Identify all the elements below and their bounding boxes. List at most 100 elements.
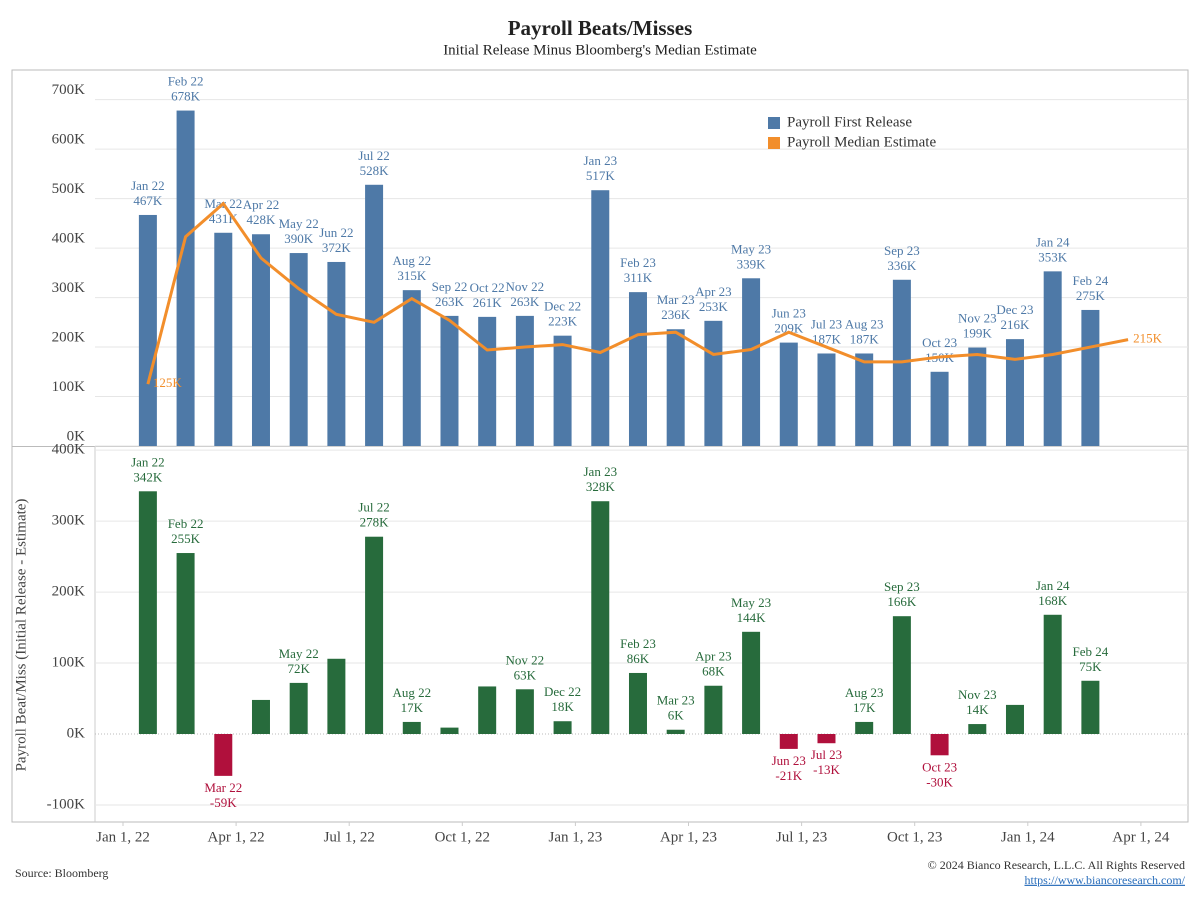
bar bbox=[365, 536, 384, 734]
y-tick-label: 200K bbox=[52, 584, 86, 600]
bar-value-label: -21K bbox=[775, 768, 802, 783]
bar-category-label: Jun 22 bbox=[319, 225, 353, 240]
bar-value-label: -59K bbox=[210, 795, 237, 810]
bar-category-label: Sep 22 bbox=[432, 279, 468, 294]
bar-category-label: Mar 23 bbox=[657, 292, 695, 307]
bar-category-label: Dec 22 bbox=[544, 299, 581, 314]
bar bbox=[553, 721, 572, 734]
bar-value-label: 216K bbox=[1001, 317, 1031, 332]
bar-value-label: 75K bbox=[1079, 659, 1102, 674]
bar-value-label: 372K bbox=[322, 240, 352, 255]
bar-value-label: 328K bbox=[586, 479, 616, 494]
bar-category-label: Nov 22 bbox=[506, 279, 545, 294]
bar-category-label: Sep 23 bbox=[884, 579, 920, 594]
bar-value-label: 223K bbox=[548, 314, 578, 329]
bar bbox=[1005, 339, 1024, 446]
legend-label: Payroll Median Estimate bbox=[787, 134, 936, 150]
x-tick-label: Jan 1, 24 bbox=[1001, 829, 1055, 845]
y-tick-label: 0K bbox=[67, 428, 86, 444]
bar-value-label: 678K bbox=[171, 89, 201, 104]
bar bbox=[176, 553, 195, 734]
y-axis-label: Payroll Beat/Miss (Initial Release - Est… bbox=[13, 499, 29, 772]
bar-value-label: 168K bbox=[1038, 593, 1068, 608]
chart-subtitle: Initial Release Minus Bloomberg's Median… bbox=[443, 42, 757, 58]
bar bbox=[214, 734, 233, 776]
bar-value-label: 278K bbox=[360, 515, 390, 530]
line bbox=[146, 201, 1129, 385]
bar bbox=[515, 315, 534, 446]
bar-category-label: Oct 23 bbox=[922, 759, 957, 774]
bar bbox=[365, 184, 384, 447]
bar-value-label: 68K bbox=[702, 664, 725, 679]
bar-category-label: Jan 24 bbox=[1036, 578, 1070, 593]
bar bbox=[402, 721, 421, 734]
bar bbox=[289, 682, 308, 734]
bar-category-label: Nov 22 bbox=[506, 652, 545, 667]
bar bbox=[553, 335, 572, 446]
bar-category-label: Jun 23 bbox=[772, 753, 806, 768]
bar-category-label: Jun 23 bbox=[772, 306, 806, 321]
bar bbox=[478, 686, 497, 734]
bar-value-label: 275K bbox=[1076, 288, 1106, 303]
bar-category-label: Mar 23 bbox=[657, 693, 695, 708]
bar bbox=[251, 234, 270, 446]
bar-value-label: 6K bbox=[668, 708, 685, 723]
bar bbox=[1081, 680, 1100, 734]
y-tick-label: 300K bbox=[52, 513, 86, 529]
bar-category-label: Feb 22 bbox=[168, 74, 204, 89]
legend-label: Payroll First Release bbox=[787, 114, 912, 130]
bar-value-label: 253K bbox=[699, 299, 729, 314]
x-tick-label: Jul 1, 23 bbox=[776, 829, 827, 845]
bar-category-label: Feb 22 bbox=[168, 516, 204, 531]
bar bbox=[1005, 704, 1024, 734]
bar-value-label: 315K bbox=[397, 268, 427, 283]
bar bbox=[892, 616, 911, 734]
bar bbox=[478, 316, 497, 446]
bar bbox=[855, 721, 874, 734]
y-tick-label: 400K bbox=[52, 231, 86, 247]
bar-value-label: 255K bbox=[171, 531, 201, 546]
bar bbox=[666, 729, 685, 734]
bar-value-label: 199K bbox=[963, 326, 993, 341]
bar-category-label: Apr 23 bbox=[695, 649, 731, 664]
bar-value-label: -13K bbox=[813, 762, 840, 777]
bar-category-label: Feb 23 bbox=[620, 636, 656, 651]
bar-category-label: Jan 24 bbox=[1036, 234, 1070, 249]
bar-value-label: 209K bbox=[774, 321, 804, 336]
bar bbox=[742, 278, 761, 446]
x-tick-label: Apr 1, 22 bbox=[208, 829, 265, 845]
bar-value-label: 63K bbox=[514, 667, 537, 682]
bar bbox=[440, 727, 459, 734]
x-tick-label: Jul 1, 22 bbox=[324, 829, 375, 845]
bar-category-label: Feb 24 bbox=[1073, 644, 1109, 659]
bar bbox=[138, 491, 157, 734]
x-tick-label: Oct 1, 22 bbox=[435, 829, 490, 845]
legend-swatch bbox=[768, 137, 780, 149]
bar bbox=[214, 232, 233, 446]
bar-category-label: Jan 23 bbox=[583, 153, 617, 168]
bar-category-label: May 22 bbox=[279, 216, 319, 231]
url[interactable]: https://www.biancoresearch.com/ bbox=[1024, 873, 1185, 887]
bar-category-label: Jan 23 bbox=[583, 464, 617, 479]
bar-value-label: 14K bbox=[966, 702, 989, 717]
legend-swatch bbox=[768, 117, 780, 129]
y-tick-label: 200K bbox=[52, 329, 86, 345]
bar-category-label: Aug 22 bbox=[392, 253, 431, 268]
bar bbox=[327, 658, 346, 734]
bar-value-label: 339K bbox=[737, 256, 767, 271]
bar-category-label: May 23 bbox=[731, 241, 771, 256]
y-tick-label: 600K bbox=[52, 132, 86, 148]
bar-category-label: Aug 23 bbox=[845, 685, 884, 700]
bar-value-label: 467K bbox=[133, 193, 163, 208]
bar-category-label: Apr 23 bbox=[695, 284, 731, 299]
bar-category-label: Jan 22 bbox=[131, 178, 165, 193]
x-tick-label: Jan 1, 23 bbox=[549, 829, 603, 845]
bar-category-label: Jul 23 bbox=[811, 316, 842, 331]
bar bbox=[628, 292, 647, 446]
bar bbox=[930, 734, 949, 756]
bar-value-label: 261K bbox=[473, 295, 503, 310]
bar bbox=[855, 353, 874, 446]
bar-value-label: 263K bbox=[510, 294, 540, 309]
line-value-label: 125K bbox=[153, 375, 183, 390]
